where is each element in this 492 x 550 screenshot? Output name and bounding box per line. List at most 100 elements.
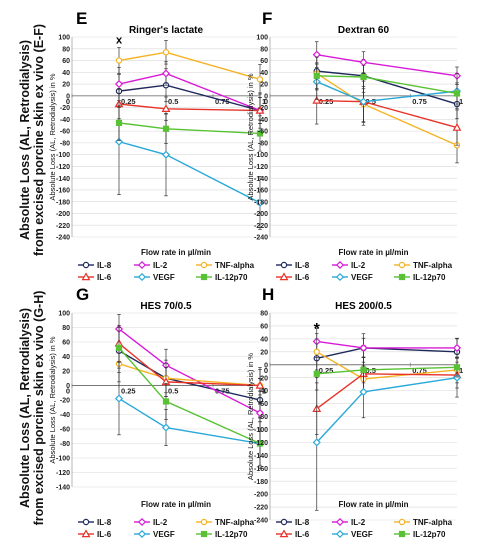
legend-label: IL-2 [351,261,366,270]
legend-marker [137,517,147,527]
y-tick-label: -180 [56,199,70,206]
y-tick-label: -140 [254,176,268,183]
data-point [115,344,123,351]
series-line [316,347,458,359]
panel-letter: E [76,9,87,28]
legend-label: TNF-alpha [215,518,255,527]
data-point [161,69,171,78]
y-tick-label: 40 [62,354,70,361]
x-tick-label: 0 [264,366,268,375]
y-tick-label: -120 [56,164,70,171]
data-point [359,387,368,396]
data-point [162,125,170,132]
y-tick-label: -20 [258,105,268,112]
y-tick-label: 100 [58,311,70,318]
series-il-6 [114,324,265,404]
x-tick-label: 0.25 [121,97,136,106]
legend-label: VEGF [351,273,373,282]
y-tick-label: 40 [62,70,70,77]
legend-marker [81,272,91,281]
panel-letter: F [262,9,272,28]
legend-label: IL-2 [153,518,168,527]
y-tick-label: -200 [56,211,70,218]
series-tnf-alpha [115,345,264,402]
series-il-6 [114,89,265,124]
series-tnf-alpha [115,40,264,95]
legend-marker [137,260,147,270]
y-axis-label: Absolute Loss (AL, Retrodialysis) in % [246,353,255,480]
legend-marker [335,260,345,270]
data-point [115,119,123,126]
y-tick-label: -200 [254,211,268,218]
panel-title: HES 70/0.5 [140,301,192,312]
legend-marker [398,273,406,281]
panel-letter: H [262,285,274,304]
series-line [316,376,458,443]
y-tick-label: -60 [60,129,70,136]
data-point [452,373,462,382]
legend-marker [81,529,91,538]
x-tick-label: 0 [66,387,70,396]
data-point [313,370,320,377]
legend-label: IL-2 [351,518,366,527]
legend-label: IL-12p70 [413,273,446,282]
series-line [118,397,261,445]
y-tick-label: -220 [254,223,268,230]
legend-label: IL-12p70 [215,273,248,282]
panel-e: 100806040200-20-40-60-80-100-120-140-160… [48,9,266,282]
y-tick-label: -120 [56,470,70,477]
legend-marker [398,261,406,269]
y-tick-label: -60 [258,129,268,136]
y-tick-label: -240 [254,235,268,242]
y-tick-label: 80 [62,46,70,53]
y-tick-label: 60 [62,58,70,65]
data-point [162,398,170,405]
legend-label: IL-6 [295,273,310,282]
data-point [162,49,170,56]
panel-title: Ringer's lactate [129,25,204,36]
panel-f: 100806040200-20-40-60-80-100-120-140-160… [246,9,463,282]
y-tick-label: 60 [62,340,70,347]
legend: IL-8 IL-2 TNF-alpha IL-6 VEGF IL-12p70 [78,517,255,539]
legend-label: VEGF [351,530,373,539]
outer-y-labels: Absolute Loss (AL, Retrodialysis)from ex… [18,24,46,525]
y-tick-label: -40 [258,388,268,395]
legend-marker [200,518,208,526]
data-point [359,58,368,67]
x-axis-label: Flow rate in µl/min [141,248,211,257]
legend-marker [335,529,345,539]
legend: IL-8 IL-2 TNF-alpha IL-6 VEGF IL-12p70 [276,517,453,539]
y-tick-label: -160 [254,188,268,195]
legend: IL-8 IL-2 TNF-alpha IL-6 VEGF IL-12p70 [78,260,255,282]
data-point [255,409,265,418]
y-tick-label: -60 [60,427,70,434]
y-tick-label: 0 [264,362,268,369]
legend-label: TNF-alpha [413,261,453,270]
y-tick-label: -100 [254,152,268,159]
series-il-8 [115,328,264,423]
legend-marker [280,261,288,269]
data-point [255,198,265,207]
y-tick-label: -60 [258,401,268,408]
series-il-2 [114,314,265,432]
y-tick-label: -120 [254,164,268,171]
y-tick-label: -100 [254,427,268,434]
data-point [359,97,368,106]
y-tick-label: -140 [56,176,70,183]
legend-marker [82,261,90,269]
legend-marker [137,529,147,539]
legend-label: VEGF [153,273,175,282]
data-point [313,348,320,356]
x-axis-label: Flow rate in µl/min [141,500,211,509]
data-point [452,343,462,352]
y-tick-label: 60 [260,58,268,65]
y-tick-label: -100 [56,152,70,159]
series-il-12p70 [313,62,461,105]
legend-label: IL-12p70 [413,530,446,539]
series-line [118,51,261,81]
outer-ylabel-line: from excised porcine skin ex vivo (E-F) [32,24,46,256]
outer-ylabel-line: from excised porcine skin ex vivo (G-H) [32,291,46,526]
panel-letter: G [76,285,89,304]
legend-marker [398,530,406,538]
panel-h: 806040200-20-40-60-80-100-120-140-160-18… [246,285,463,539]
